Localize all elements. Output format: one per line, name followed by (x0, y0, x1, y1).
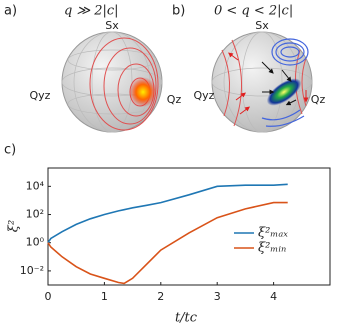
x-tick-label: 0 (45, 290, 52, 303)
axis-label: Sx (105, 19, 119, 32)
panel-label: a) (4, 4, 17, 19)
y-tick-label: 10⁰ (26, 236, 45, 249)
axis-label: Qyz (194, 89, 215, 102)
panel-label: c) (4, 143, 16, 158)
axis-label: Qz (167, 93, 182, 106)
panel-title: 0 < q < 2|c| (214, 4, 293, 19)
sphere-b (211, 31, 313, 133)
x-tick-label: 3 (214, 290, 221, 303)
y-axis-label: ξ² (7, 220, 22, 232)
panel-title: q ≫ 2|c| (64, 4, 119, 19)
y-tick-label: 10⁴ (26, 179, 45, 192)
sphere-a (61, 31, 163, 133)
x-tick-label: 1 (101, 290, 108, 303)
panel-label: b) (172, 4, 185, 19)
x-tick-label: 4 (270, 290, 277, 303)
line (47, 183, 288, 244)
axis-label: Sx (255, 19, 269, 32)
y-tick-label: 10⁻² (20, 264, 44, 277)
legend-label: ξ²ₘᵢₙ (258, 241, 286, 256)
axis-label: Qz (311, 93, 326, 106)
legend-label: ξ²ₘₐₓ (258, 226, 288, 241)
y-tick-label: 10² (26, 208, 44, 221)
x-axis-label: t/tc (175, 311, 198, 326)
x-tick-label: 2 (157, 290, 164, 303)
plot-frame (47, 167, 331, 286)
line (47, 201, 288, 285)
axis-label: Qyz (30, 89, 51, 102)
